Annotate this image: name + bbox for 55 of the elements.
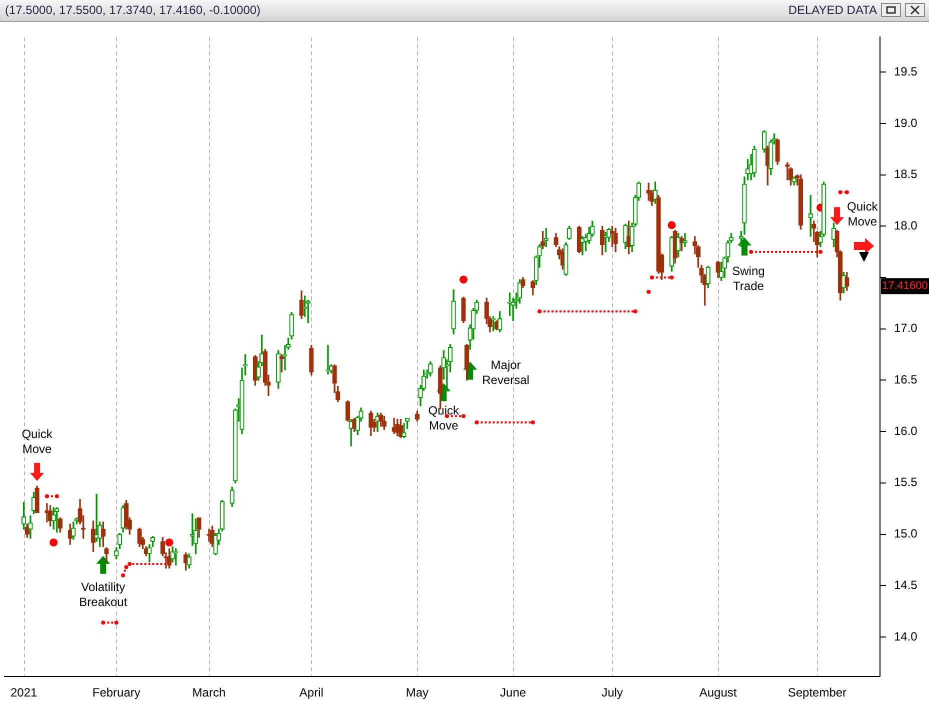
x-tick-label: 2021 — [10, 686, 38, 700]
y-tick-label: 16.5 — [894, 372, 918, 387]
point — [165, 538, 174, 546]
y-tick-label: 18.5 — [894, 167, 918, 182]
point — [44, 494, 49, 498]
x-tick-label: February — [92, 686, 140, 700]
point — [50, 538, 58, 546]
point — [128, 562, 132, 566]
point — [838, 190, 842, 194]
annotation: Quick Move — [847, 199, 879, 228]
annotation: Quick Move — [22, 427, 54, 456]
point — [844, 190, 849, 194]
point — [114, 620, 118, 625]
point — [474, 420, 479, 424]
point — [121, 573, 126, 578]
text: DELAYED DATA — [788, 3, 877, 17]
point — [633, 309, 638, 314]
annotation: Swing Trade — [732, 264, 765, 293]
y-tick-label: 14.5 — [894, 578, 918, 592]
x-tick-label: September — [788, 686, 847, 700]
point — [101, 620, 106, 625]
candlestick — [326, 344, 330, 374]
y-tick-label: 19.0 — [894, 116, 918, 130]
x-tick-label: April — [299, 686, 324, 700]
point — [54, 494, 59, 498]
y-tick-label: 14.0 — [894, 629, 918, 644]
x-tick-label: May — [406, 686, 429, 700]
point — [650, 276, 654, 280]
annotation: Quick Move — [428, 404, 460, 433]
y-tick-label: 18.0 — [894, 218, 918, 232]
x-tick-label: March — [192, 686, 226, 700]
annotation: Volatility Breakout — [79, 580, 128, 610]
y-tick-label: 17.0 — [894, 321, 918, 336]
y-tick-label: 15.5 — [894, 475, 918, 490]
point — [459, 276, 468, 284]
y-tick-label: 16.0 — [894, 424, 918, 438]
point — [749, 250, 754, 254]
candlestick — [580, 236, 585, 256]
y-tick-label: 19.5 — [894, 64, 918, 78]
chart-title: (17.5000, 17.5500, 17.3740, 17.4160, -0.10000) — [5, 3, 261, 17]
point — [668, 221, 676, 230]
point — [818, 250, 822, 254]
point — [670, 276, 674, 280]
point — [124, 565, 128, 570]
x-tick-label: July — [602, 686, 623, 700]
point — [646, 290, 651, 294]
annotation: Major Reversal — [482, 358, 530, 388]
point — [538, 309, 542, 314]
point — [530, 420, 535, 424]
candlestick — [682, 233, 688, 248]
text: 17.41600 — [882, 280, 928, 292]
y-tick-label: 15.0 — [894, 526, 918, 541]
x-tick-label: August — [699, 686, 738, 700]
point — [461, 414, 466, 418]
x-tick-label: June — [500, 686, 526, 700]
